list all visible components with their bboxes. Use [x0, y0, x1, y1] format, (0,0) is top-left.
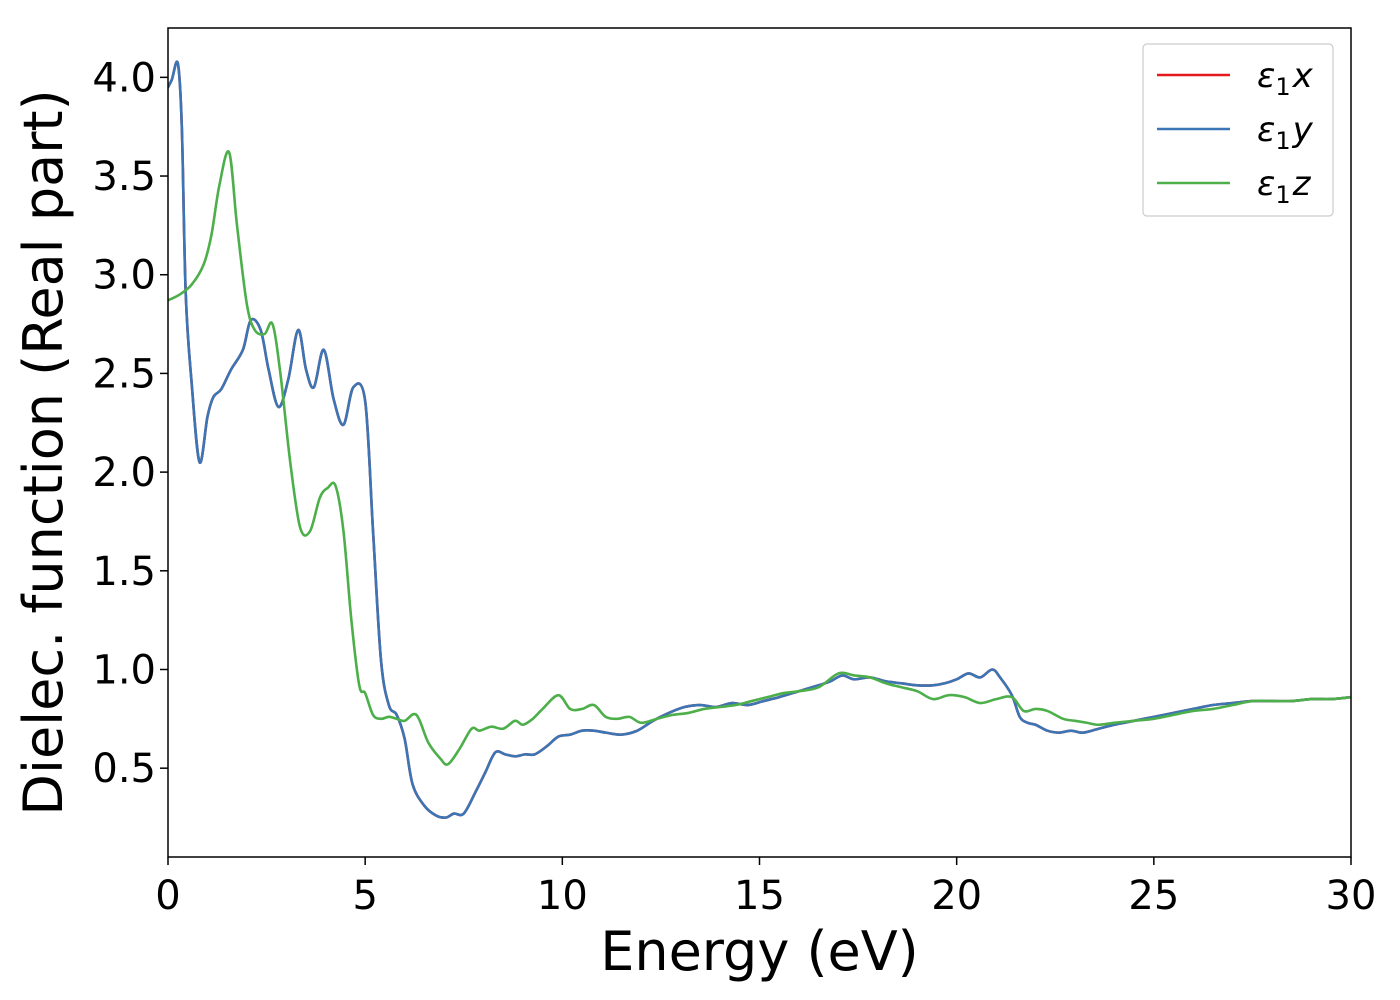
legend-variable: x — [1292, 56, 1314, 96]
legend-box — [1142, 43, 1334, 217]
y-axis-ticks: 0.5 1.0 1.5 2.0 2.5 3.0 3.5 4.0 — [92, 55, 168, 792]
x-tick-label: 0 — [155, 873, 180, 919]
legend-symbol: ε — [1257, 110, 1275, 150]
y-tick-label: 1.5 — [92, 549, 156, 595]
x-tick-label: 20 — [931, 873, 982, 919]
legend-label-z: ε1z — [1257, 164, 1312, 209]
series-line-y — [168, 60, 1351, 819]
legend-subscript: 1 — [1275, 127, 1290, 155]
legend-symbol: ε — [1257, 56, 1275, 96]
legend-subscript: 1 — [1275, 73, 1290, 101]
y-tick-label: 1.0 — [92, 647, 156, 693]
x-tick-label: 10 — [537, 873, 588, 919]
y-tick-label: 4.0 — [92, 55, 156, 101]
x-tick-label: 15 — [734, 873, 785, 919]
y-tick-label: 2.5 — [92, 351, 156, 397]
y-tick-label: 3.0 — [92, 253, 156, 299]
x-tick-label: 30 — [1326, 873, 1377, 919]
y-axis-label: Dielec. function (Real part) — [12, 89, 75, 815]
legend-variable: z — [1292, 164, 1312, 204]
legend-variable: y — [1292, 110, 1314, 150]
legend-subscript: 1 — [1275, 181, 1290, 209]
legend-label-x: ε1x — [1257, 56, 1314, 101]
legend-symbol: ε — [1257, 164, 1275, 204]
x-tick-label: 25 — [1128, 873, 1179, 919]
x-axis-label: Energy (eV) — [600, 920, 919, 983]
y-tick-label: 0.5 — [92, 746, 156, 792]
y-tick-label: 3.5 — [92, 154, 156, 200]
x-axis-ticks: 0 5 10 15 20 25 30 — [155, 857, 1376, 919]
legend-label-y: ε1y — [1257, 110, 1314, 155]
y-tick-label: 2.0 — [92, 450, 156, 496]
x-tick-label: 5 — [352, 873, 377, 919]
series-line-z — [168, 150, 1351, 766]
series-layer — [168, 60, 1351, 819]
